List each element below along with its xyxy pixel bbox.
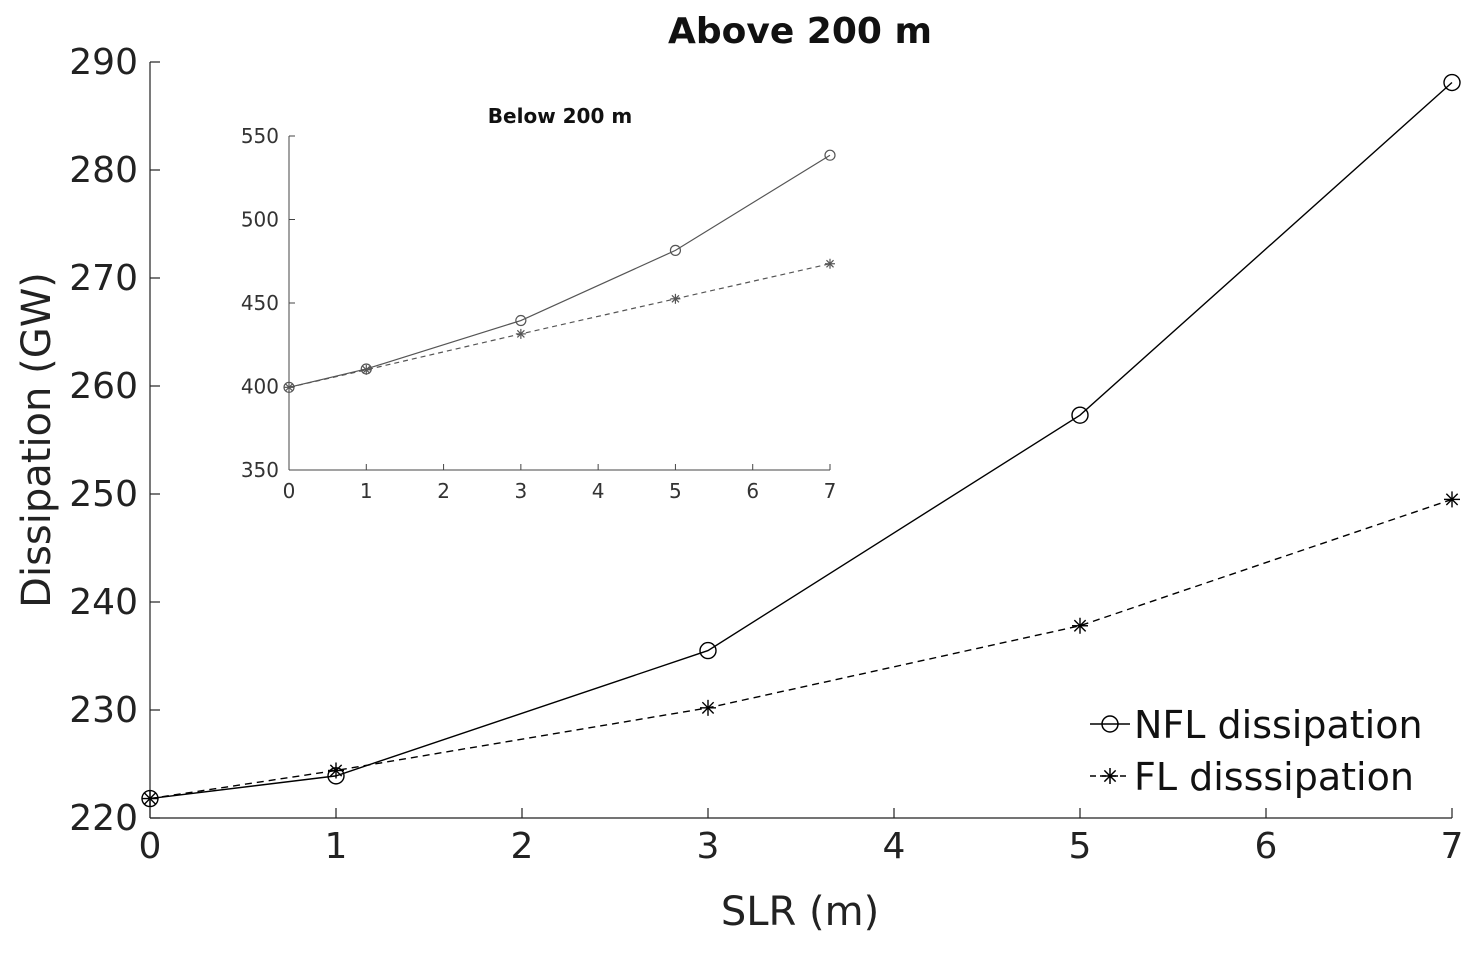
main-series-group xyxy=(141,73,1461,808)
inset-x-tick-label: 6 xyxy=(746,479,759,503)
inset-point-circle-marker xyxy=(515,314,527,327)
inset-axes: 0 1 2 3 4 5 6 7 350 400 450 500 550 xyxy=(241,124,837,503)
main-x-tick-label: 5 xyxy=(1069,826,1092,867)
legend-asterisk-stroke-group xyxy=(1102,768,1118,784)
main-point-asterisk-marker-stroke xyxy=(329,764,343,777)
inset-y-tick-label: 450 xyxy=(241,291,279,315)
main-point-asterisk-marker xyxy=(1444,491,1460,508)
main-point-asterisk-marker xyxy=(142,790,158,807)
main-point-circle-marker xyxy=(1443,73,1461,92)
legend-label-nfl: NFL dissipation xyxy=(1134,703,1423,747)
main-x-tick-label: 6 xyxy=(1255,826,1278,867)
main-point-asterisk-marker xyxy=(1072,617,1088,634)
main-point-asterisk-marker xyxy=(700,699,716,716)
main-y-tick-label: 240 xyxy=(69,582,138,623)
main-series-line-0 xyxy=(149,81,1453,800)
main-x-tick-label: 1 xyxy=(325,826,348,867)
main-y-tick-label: 230 xyxy=(69,690,138,731)
inset-series-line-0 xyxy=(288,154,831,388)
inset-point-asterisk-marker-stroke xyxy=(826,259,834,268)
main-y-tick-label: 290 xyxy=(69,42,138,83)
main-point-asterisk-marker-stroke xyxy=(1073,619,1087,632)
inset-point-asterisk-marker xyxy=(284,382,294,393)
inset-x-tick-label: 0 xyxy=(283,479,296,503)
inset-point-asterisk-marker xyxy=(670,293,681,304)
main-series-line-1 xyxy=(149,498,1453,800)
main-x-tick-label: 0 xyxy=(139,826,162,867)
main-x-tick-label: 4 xyxy=(883,826,906,867)
main-y-tick-label: 270 xyxy=(69,258,138,299)
inset-point-asterisk-marker xyxy=(515,328,526,339)
main-x-tick-label: 3 xyxy=(697,826,720,867)
inset-point-asterisk-marker-stroke xyxy=(671,294,680,303)
main-point-asterisk-marker-stroke xyxy=(1445,493,1459,506)
main-point-asterisk-marker-stroke xyxy=(701,701,715,714)
main-x-axis-label: SLR (m) xyxy=(721,889,879,935)
main-x-tick-label: 7 xyxy=(1441,826,1464,867)
main-point-asterisk-marker-stroke xyxy=(143,792,157,805)
main-y-tick-label: 260 xyxy=(69,366,138,407)
legend: NFL dissipation FL disssipation xyxy=(1090,703,1423,799)
inset-point-asterisk-marker-stroke xyxy=(285,383,293,392)
inset-y-tick-label: 350 xyxy=(241,458,279,482)
inset-x-tick-label: 3 xyxy=(514,479,527,503)
inset-x-tick-label: 4 xyxy=(592,479,605,503)
main-point-circle-marker xyxy=(1071,406,1089,424)
inset-point-asterisk-marker-stroke xyxy=(362,365,371,374)
inset-x-tick-label: 5 xyxy=(669,479,682,503)
inset-point-circle-marker xyxy=(824,149,836,161)
main-point-circle-marker xyxy=(699,641,717,660)
main-x-tick-label: 2 xyxy=(511,826,534,867)
inset-point-circle-marker xyxy=(669,244,682,256)
inset-point-asterisk-marker-stroke xyxy=(516,329,525,338)
main-point-asterisk-marker xyxy=(328,762,344,779)
inset-series-group xyxy=(283,149,836,393)
inset-chart-title: Below 200 m xyxy=(488,104,632,128)
main-chart-title: Above 200 m xyxy=(668,11,932,52)
legend-label-fl: FL disssipation xyxy=(1134,755,1414,799)
legend-marker-asterisk-icon xyxy=(1102,768,1118,784)
inset-y-tick-label: 500 xyxy=(241,208,279,232)
legend-asterisk-stroke-group-stroke xyxy=(1103,769,1117,783)
inset-point-asterisk-marker xyxy=(361,364,372,375)
main-y-axis-label: Dissipation (GW) xyxy=(14,272,60,608)
inset-x-tick-label: 1 xyxy=(360,479,373,503)
main-y-tick-label: 250 xyxy=(69,474,138,515)
inset-x-tick-label: 7 xyxy=(824,479,837,503)
legend-marker-circle-icon xyxy=(1101,715,1119,733)
main-y-tick-label: 280 xyxy=(69,150,138,191)
inset-x-tick-label: 2 xyxy=(437,479,450,503)
main-y-tick-label: 220 xyxy=(69,798,138,839)
inset-y-tick-label: 400 xyxy=(241,375,279,399)
inset-series-line-1 xyxy=(288,263,831,388)
inset-point-asterisk-marker xyxy=(825,258,835,269)
inset-y-tick-label: 550 xyxy=(241,124,279,148)
